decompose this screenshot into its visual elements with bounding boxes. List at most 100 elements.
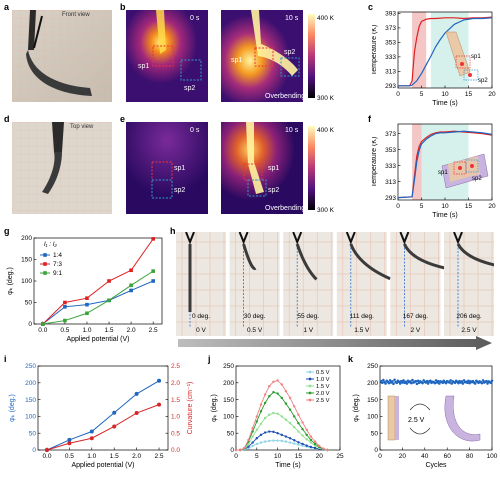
sp1-label-e-left: sp1	[174, 165, 185, 172]
voltage-label: 2.5 V	[461, 327, 477, 334]
bending-frame-3: 111 deg. 1.5 V	[336, 231, 391, 336]
legend-marker	[43, 271, 47, 275]
sp1-label-e-right: sp1	[268, 165, 279, 172]
data-point	[268, 395, 271, 398]
data-point	[473, 382, 477, 385]
data-point	[436, 379, 440, 383]
x-tick-label: 60	[444, 453, 452, 460]
clamp	[399, 231, 410, 245]
data-point	[486, 382, 489, 385]
frame-bg	[176, 232, 226, 336]
y-tick-label: 50	[25, 300, 33, 307]
legend-label: 9:1	[53, 270, 62, 277]
data-point	[272, 439, 275, 442]
plot-frame	[33, 237, 163, 325]
legend-label: 2.0 V	[316, 391, 330, 397]
x-tick-label: 0	[378, 453, 382, 460]
x-tick-label: 100	[487, 453, 498, 460]
legend-marker	[43, 262, 47, 266]
data-point	[301, 442, 304, 446]
data-point	[259, 441, 263, 444]
front-view-caption: Front view	[62, 12, 90, 18]
y-tick-label: 373	[385, 131, 396, 138]
clamp	[453, 231, 463, 245]
progress-arrow	[178, 336, 492, 350]
plot-frame	[235, 365, 341, 451]
angle-label: 206 deg.	[456, 313, 481, 320]
data-point	[157, 378, 162, 383]
colorbar-e	[308, 126, 315, 210]
y-tick-label: 353	[385, 40, 396, 47]
y-tick-label: 250	[367, 363, 378, 370]
data-point	[297, 413, 300, 416]
data-point	[401, 381, 404, 384]
y-axis-label: φₖ (deg.)	[353, 394, 360, 422]
data-point	[297, 430, 300, 433]
cbar-min-e: 300 K	[317, 207, 335, 214]
panel-letter-f: f	[368, 114, 371, 124]
data-point	[457, 381, 460, 385]
data-point	[326, 448, 329, 452]
x-axis-label: Cycles	[425, 462, 447, 469]
x-tick-label: 5	[420, 91, 424, 98]
panel-letter-b: b	[120, 2, 126, 12]
data-point	[89, 436, 94, 441]
series-line-sp1	[398, 16, 493, 87]
data-point	[460, 380, 464, 383]
data-point	[259, 403, 263, 406]
data-point	[288, 441, 292, 444]
data-point	[288, 437, 292, 440]
data-point	[255, 442, 258, 446]
data-point	[309, 445, 313, 449]
x-axis-label: Applied potential (V)	[71, 462, 134, 469]
y-tick-label: 293	[385, 83, 396, 90]
legend-label: 7:3	[53, 261, 62, 268]
cbar-max-b: 400 K	[317, 15, 335, 22]
time-10s-e: 10 s	[285, 127, 299, 134]
angle-label: 111 deg.	[350, 313, 375, 320]
data-point	[268, 439, 271, 443]
y-tick-label: 393	[385, 11, 396, 18]
x-tick-label: 5	[420, 203, 424, 210]
data-point	[255, 437, 258, 440]
inset-sp2-label: sp2	[478, 78, 488, 84]
data-point	[112, 410, 117, 415]
y-tick-label: 100	[223, 414, 234, 421]
y-tick-label: 100	[21, 278, 32, 285]
inset-straight-strip	[387, 395, 396, 441]
time-0s-e: 0 s	[190, 127, 200, 134]
frame-bg	[444, 232, 494, 336]
y-axis-label: φₖ (deg.)	[211, 394, 218, 422]
y-right-tick-label: 2.5	[171, 363, 180, 370]
clamp	[292, 231, 303, 245]
data-point	[284, 418, 288, 421]
data-point	[425, 379, 429, 383]
data-point	[276, 392, 279, 395]
data-point	[450, 382, 453, 385]
x-tick-label: 0.0	[42, 453, 51, 460]
legend-title: l₁ : l₂	[44, 241, 57, 248]
data-point	[393, 378, 396, 382]
data-point	[288, 421, 292, 425]
data-point	[301, 434, 304, 437]
y-axis-label: Temperature (K)	[372, 137, 378, 188]
data-point	[284, 435, 288, 438]
data-point	[85, 302, 89, 307]
data-point	[255, 420, 258, 423]
inset-voltage-label: 2.5 V	[408, 417, 425, 424]
bending-frame-5: 206 deg. 2.5 V	[444, 231, 498, 336]
data-point	[259, 433, 263, 437]
data-point	[284, 402, 288, 405]
data-point	[433, 381, 437, 385]
data-point	[297, 443, 300, 446]
inset-sp2-box-f	[465, 159, 479, 173]
data-point	[85, 296, 89, 300]
data-point	[313, 446, 317, 450]
legend-marker	[308, 370, 312, 374]
data-point	[309, 438, 313, 442]
inset-cycle-k: 2.5 V	[387, 395, 481, 442]
data-point	[444, 381, 448, 385]
x-tick-label: 20	[399, 453, 407, 460]
y-right-tick-label: 1.5	[171, 397, 180, 404]
data-point	[388, 379, 392, 382]
